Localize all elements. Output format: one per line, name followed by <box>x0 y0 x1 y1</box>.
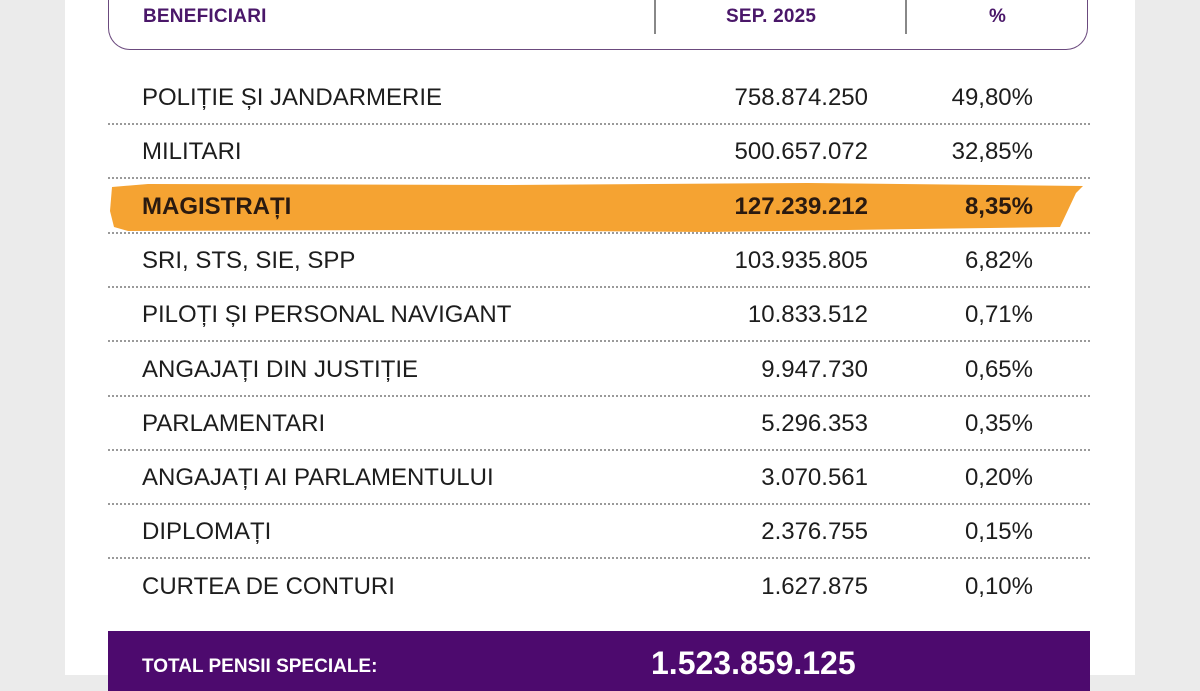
dotted-separator <box>108 557 1090 560</box>
row-percent: 0,15% <box>964 518 1033 546</box>
table-header: BENEFICIARI SEP. 2025 % <box>108 0 1088 50</box>
row-name: DIPLOMAȚI <box>142 518 272 546</box>
dotted-separator <box>108 285 1090 288</box>
dotted-separator <box>108 340 1090 343</box>
dotted-separator <box>108 448 1090 451</box>
row-value: 9.947.730 <box>761 355 868 383</box>
card <box>65 0 1135 675</box>
dotted-separator <box>108 394 1090 397</box>
row-name: PILOȚI ȘI PERSONAL NAVIGANT <box>142 301 512 329</box>
table-row: PARLAMENTARI 5.296.353 0,35% <box>108 397 1090 451</box>
row-name: POLIȚIE ȘI JANDARMERIE <box>142 84 443 111</box>
table-row: MILITARI 500.657.072 32,85% <box>108 125 1090 180</box>
table-row: DIPLOMAȚI 2.376.755 0,15% <box>108 505 1090 560</box>
table-row: ANGAJAȚI DIN JUSTIȚIE 9.947.730 0,65% <box>108 343 1090 397</box>
table-row: ANGAJAȚI AI PARLAMENTULUI 3.070.561 0,20% <box>108 451 1090 506</box>
row-percent: 0,71% <box>964 301 1033 329</box>
row-percent: 0,10% <box>964 572 1033 600</box>
row-value: 500.657.072 <box>734 138 868 166</box>
row-name: MILITARI <box>142 138 242 166</box>
row-value: 10.833.512 <box>747 301 868 329</box>
dotted-separator <box>108 503 1090 506</box>
row-name: ANGAJAȚI DIN JUSTIȚIE <box>142 355 419 383</box>
column-divider <box>905 0 907 34</box>
dotted-separator <box>108 177 1090 180</box>
row-name: CURTEA DE CONTURI <box>142 572 395 600</box>
row-name: PARLAMENTARI <box>142 409 326 437</box>
table-row: MAGISTRAȚI 127.239.212 8,35% <box>108 180 1090 234</box>
row-percent: 32,85% <box>951 138 1033 166</box>
row-value: 3.070.561 <box>761 464 868 492</box>
header-sep-2025: SEP. 2025 <box>726 6 817 27</box>
row-percent: 8,35% <box>964 192 1033 220</box>
column-divider <box>654 0 656 34</box>
dotted-separator <box>108 231 1090 234</box>
row-value: 2.376.755 <box>761 518 868 546</box>
dotted-separator <box>108 123 1090 125</box>
row-value: 5.296.353 <box>761 409 868 437</box>
total-bar: TOTAL PENSII SPECIALE: 1.523.859.125 <box>108 631 1090 691</box>
row-value: 103.935.805 <box>734 246 868 274</box>
highlight-stroke <box>110 182 1083 232</box>
row-percent: 0,20% <box>964 464 1033 492</box>
table-row: PILOȚI ȘI PERSONAL NAVIGANT 10.833.512 0,7… <box>108 288 1090 343</box>
row-value: 127.239.212 <box>734 192 868 220</box>
highlight-brush <box>110 182 1083 232</box>
row-percent: 0,65% <box>964 355 1033 383</box>
row-name: SRI, STS, SIE, SPP <box>142 246 356 274</box>
table-row: CURTEA DE CONTURI 1.627.875 0,10% <box>108 560 1090 614</box>
row-name: ANGAJAȚI AI PARLAMENTULUI <box>142 464 494 492</box>
total-value: 1.523.859.125 <box>651 645 856 681</box>
total-label: TOTAL PENSII SPECIALE: <box>142 656 378 677</box>
table-row: SRI, STS, SIE, SPP 103.935.805 6,82% <box>108 234 1090 288</box>
row-value: 758.874.250 <box>734 84 868 111</box>
row-percent: 0,35% <box>964 409 1033 437</box>
table-row: POLIȚIE ȘI JANDARMERIE 758.874.250 49,80% <box>108 71 1090 125</box>
header-percent: % <box>989 6 1007 27</box>
header-beneficiari: BENEFICIARI <box>143 6 267 27</box>
row-percent: 49,80% <box>951 84 1033 111</box>
row-name: MAGISTRAȚI <box>142 192 292 220</box>
row-percent: 6,82% <box>964 246 1033 274</box>
row-value: 1.627.875 <box>761 572 868 600</box>
